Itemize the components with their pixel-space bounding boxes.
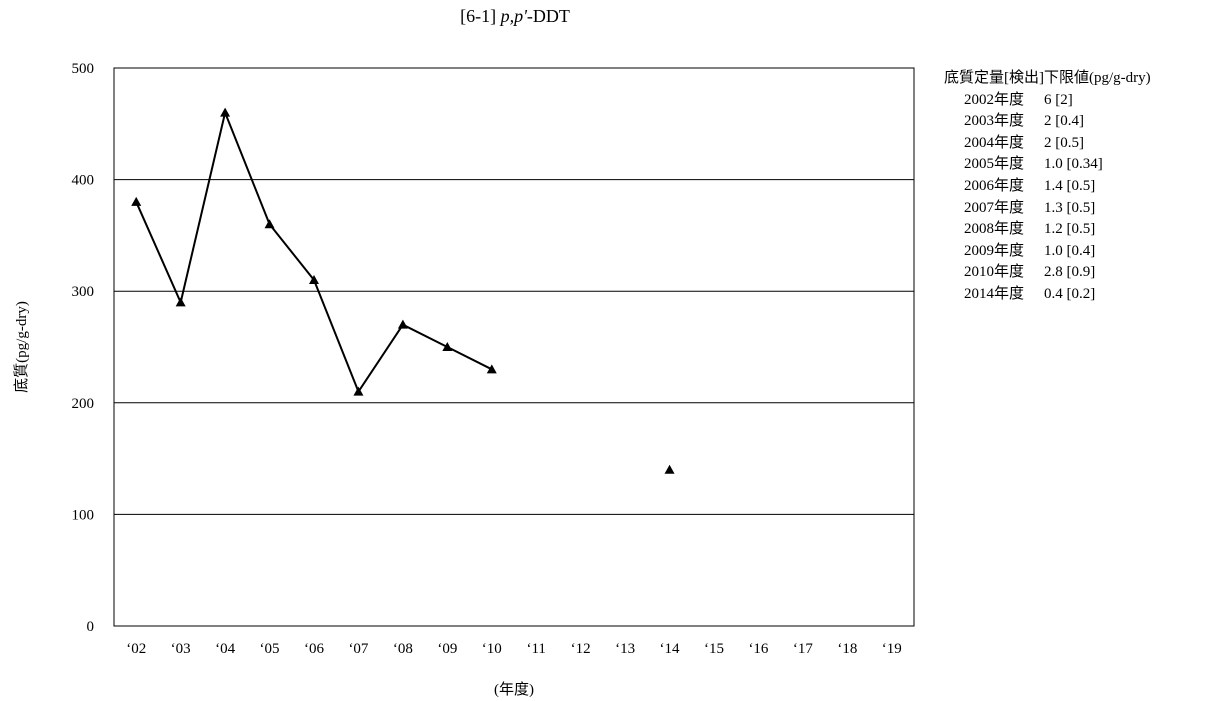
- x-tick-label: ‘12: [571, 641, 591, 657]
- data-point-marker: [397, 319, 408, 329]
- x-tick-label: ‘02: [126, 641, 146, 657]
- x-tick-label: ‘03: [171, 641, 191, 657]
- x-tick-label: ‘18: [837, 641, 857, 657]
- x-tick-label: ‘09: [437, 641, 457, 657]
- legend-row: 2005年度 1.0 [0.34]: [944, 154, 1151, 176]
- title-suffix: -DDT: [526, 6, 570, 26]
- legend-year: 2008年度: [964, 221, 1025, 238]
- data-point-marker: [442, 342, 453, 351]
- legend-row: 2004年度 2 [0.5]: [944, 133, 1151, 155]
- legend-limit-value: 2 [0.5]: [1044, 134, 1084, 151]
- y-tick-label: 400: [72, 173, 95, 189]
- legend-limit-value: 6 [2]: [1044, 91, 1073, 108]
- series-line: [135, 109, 493, 394]
- data-point-marker: [309, 275, 319, 285]
- y-tick-label: 200: [72, 396, 95, 412]
- x-tick-label: ‘11: [526, 641, 545, 657]
- legend-row: 2008年度 1.2 [0.5]: [944, 219, 1151, 241]
- legend-limit-value: 1.3 [0.5]: [1044, 199, 1096, 216]
- data-point-marker: [264, 219, 275, 229]
- legend-row: 2002年度 6 [2]: [944, 90, 1151, 112]
- legend-limit-value: 0.4 [0.2]: [1044, 285, 1096, 302]
- y-tick-label: 300: [72, 284, 95, 300]
- x-tick-label: ‘14: [660, 641, 680, 657]
- x-tick-label: ‘17: [793, 641, 813, 657]
- data-point-marker: [131, 196, 142, 206]
- title-prefix: [6-1]: [460, 6, 501, 26]
- legend-row: 2003年度 2 [0.4]: [944, 111, 1151, 133]
- x-tick-label: ‘19: [882, 641, 902, 657]
- x-tick-label: ‘07: [348, 641, 368, 657]
- x-tick-label: ‘06: [304, 641, 324, 657]
- legend-limit-value: 2 [0.4]: [1044, 113, 1084, 130]
- legend-row: 2010年度 2.8 [0.9]: [944, 262, 1151, 284]
- legend-year: 2003年度: [964, 113, 1025, 130]
- legend-limit-value: 2.8 [0.9]: [1044, 264, 1096, 281]
- data-point-marker: [353, 386, 364, 396]
- x-tick-label: ‘10: [482, 641, 502, 657]
- data-point-marker: [486, 364, 497, 374]
- data-point-marker: [175, 297, 186, 307]
- legend-heading: 底質定量[検出]下限値(pg/g-dry): [944, 70, 1151, 86]
- y-tick-label: 0: [87, 619, 95, 635]
- chart-title: [6-1] p,p'-DDT: [0, 6, 1030, 27]
- legend-year: 2006年度: [964, 177, 1025, 194]
- legend-year: 2005年度: [964, 156, 1025, 173]
- title-italic: p,p': [500, 6, 527, 26]
- legend-limit-value: 1.4 [0.5]: [1044, 177, 1096, 194]
- y-tick-label: 100: [72, 507, 95, 523]
- x-tick-label: ‘13: [615, 641, 635, 657]
- legend-year: 2004年度: [964, 134, 1025, 151]
- legend-row: 2014年度 0.4 [0.2]: [944, 284, 1151, 306]
- y-tick-label: 500: [72, 61, 95, 77]
- detection-limit-legend: 底質定量[検出]下限値(pg/g-dry) 2002年度 6 [2] 2003年度 2…: [944, 68, 1151, 306]
- x-tick-label: ‘04: [215, 641, 235, 657]
- x-tick-label: ‘16: [748, 641, 768, 657]
- legend-year: 2010年度: [964, 264, 1025, 281]
- legend-row: 2007年度 1.3 [0.5]: [944, 198, 1151, 220]
- legend-year: 2007年度: [964, 199, 1025, 216]
- legend-year: 2014年度: [964, 285, 1025, 302]
- legend-row: 2009年度 1.0 [0.4]: [944, 241, 1151, 263]
- legend-limit-value: 1.0 [0.4]: [1044, 242, 1096, 259]
- y-axis-label: 底質(pg/g-dry): [12, 301, 30, 393]
- legend-year: 2002年度: [964, 91, 1025, 108]
- legend-limit-value: 1.2 [0.5]: [1044, 221, 1096, 238]
- legend-limit-value: 1.0 [0.34]: [1044, 156, 1103, 173]
- data-point-marker: [220, 107, 231, 117]
- legend-row: 2006年度 1.4 [0.5]: [944, 176, 1151, 198]
- x-tick-label: ‘08: [393, 641, 413, 657]
- legend-year: 2009年度: [964, 242, 1025, 259]
- x-tick-label: ‘15: [704, 641, 724, 657]
- data-point-marker: [664, 464, 675, 474]
- x-axis-label: (年度): [494, 681, 534, 698]
- x-tick-label: ‘05: [260, 641, 280, 657]
- plot-frame: [113, 67, 915, 627]
